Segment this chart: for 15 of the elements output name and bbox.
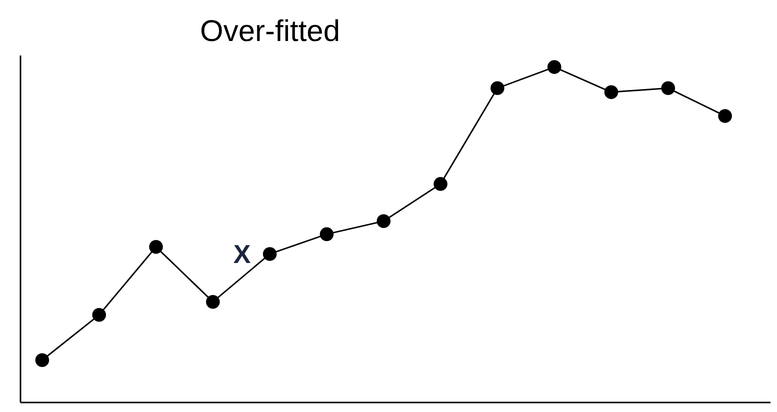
- annotation: X: [233, 239, 252, 269]
- point: [149, 240, 163, 254]
- point: [376, 214, 391, 228]
- point: [604, 85, 618, 100]
- point: [718, 109, 732, 123]
- point: [661, 81, 676, 96]
- point: [206, 294, 220, 309]
- point: [92, 308, 106, 322]
- chart-title: Over-fitted: [200, 15, 340, 48]
- point: [434, 177, 448, 191]
- point: [320, 227, 334, 242]
- point: [262, 247, 277, 261]
- point: [547, 60, 562, 74]
- point: [490, 81, 504, 96]
- point: [35, 353, 50, 368]
